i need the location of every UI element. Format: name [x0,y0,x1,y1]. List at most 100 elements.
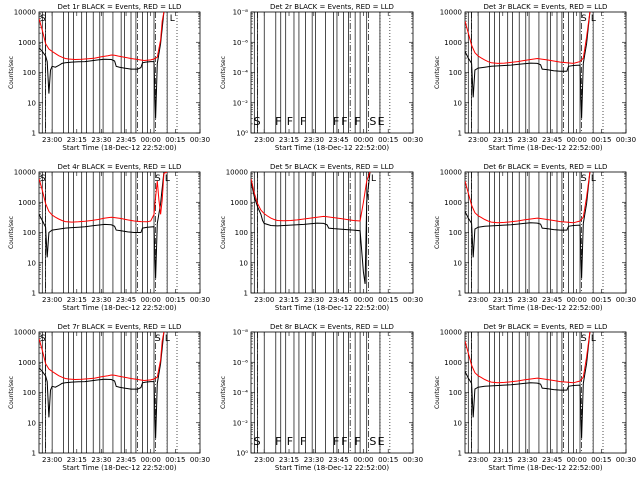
plot-frame [250,171,414,294]
y-tick-label: 1000 [444,199,462,207]
x-axis-label: Start Time (18-Dec-12 22:52:00) [275,304,389,312]
y-axis-label: Counts/sec [8,56,15,89]
x-tick-label: 00:00 [567,456,587,464]
x-tick-label: 00:30 [403,296,423,304]
y-tick-label: 10 [27,259,36,267]
series-line-lld [465,332,591,384]
x-axis-label: Start Time (18-Dec-12 22:52:00) [62,464,176,472]
plot-frame [464,11,627,134]
x-tick-label: 23:00 [254,136,274,144]
x-axis-label: Start Time (18-Dec-12 22:52:00) [275,464,389,472]
flag-letter: S [369,435,376,448]
x-axis-label: Start Time (18-Dec-12 22:52:00) [488,464,602,472]
panel-title: Det 1r BLACK = Events, RED = LLD [58,3,182,11]
plot-area [39,172,178,293]
x-tick-label: 00:00 [353,296,373,304]
flag-letter: L [165,334,170,344]
series-line-events [251,172,371,284]
flag-letter: F [287,115,293,128]
x-tick-label: 23:45 [116,296,136,304]
flag-letter: L [165,174,170,184]
y-axis-label: Counts/sec [8,216,15,249]
y-tick-label: 10000 [14,9,36,17]
panel-det-6r: Det 6r BLACK = Events, RED = LLD Counts/s… [434,163,636,312]
flag-letter: F [354,115,360,128]
y-tick-label: 10000 [440,329,462,337]
y-tick-label: 1 [32,290,36,298]
panel-det-4r: Det 4r BLACK = Events, RED = LLD Counts/s… [8,163,210,312]
x-tick-label: 23:15 [279,456,299,464]
flag-letter: L [591,174,596,184]
panel-title: Det 2r BLACK = Events, RED = LLD [270,3,394,11]
panel-det-7r: Det 7r BLACK = Events, RED = LLD Counts/s… [8,323,210,472]
y-tick-label: 1 [244,290,248,298]
y-axis-label: Counts/sec [434,376,441,409]
x-tick-label: 00:15 [378,456,398,464]
x-tick-label: 00:00 [567,136,587,144]
y-tick-label: 1 [32,130,36,138]
x-tick-label: 23:00 [254,456,274,464]
y-tick-label: 10⁻⁸ [233,329,249,337]
plot-frame [38,171,201,294]
y-tick-label: 10000 [226,169,248,177]
flag-letter: E [378,115,385,128]
flag-letter: F [275,435,281,448]
y-axis-label: Counts/sec [220,216,227,249]
y-axis-label: Counts/sec [8,376,15,409]
series-line-events [39,12,165,119]
x-tick-label: 23:00 [42,136,62,144]
x-tick-label: 00:15 [591,296,611,304]
y-tick-label: 10 [453,259,462,267]
x-tick-label: 23:30 [91,456,111,464]
y-tick-label: 10⁻² [233,419,249,427]
series-line-lld [465,12,591,64]
x-tick-label: 00:15 [591,456,611,464]
y-axis-label: Counts/sec [434,216,441,249]
series-line-events [39,332,165,439]
plot-area [251,172,391,293]
flag-letter: F [333,435,339,448]
x-tick-label: 23:15 [67,296,87,304]
x-tick-label: 23:15 [493,456,513,464]
x-tick-label: 00:15 [591,136,611,144]
flag-letter: L [591,14,596,24]
y-tick-label: 100 [23,389,36,397]
panel-det-8r: Det 8r BLACK = Events, RED = LLD Counts/s… [220,323,423,472]
x-tick-label: 00:00 [141,136,161,144]
y-tick-label: 100 [449,389,462,397]
x-tick-label: 23:45 [329,136,349,144]
panel-det-5r: Det 5r BLACK = Events, RED = LLD Counts/s… [220,163,423,312]
y-tick-label: 10000 [14,169,36,177]
panel-title: Det 6r BLACK = Events, RED = LLD [484,163,608,171]
x-tick-label: 23:30 [304,456,324,464]
plot-area [465,172,604,293]
x-tick-label: 23:15 [493,296,513,304]
plot-area [253,12,391,133]
series-line-lld [465,172,591,224]
flag-letter: F [354,435,360,448]
y-axis-label: Counts/sec [220,376,227,409]
y-tick-label: 1000 [444,359,462,367]
series-line-lld [251,172,371,222]
y-tick-label: 100 [449,229,462,237]
panel-det-9r: Det 9r BLACK = Events, RED = LLD Counts/s… [434,323,636,472]
x-tick-label: 23:45 [329,296,349,304]
y-tick-label: 10 [239,259,248,267]
plot-area [465,332,604,453]
flag-letter: S [155,174,161,184]
x-tick-label: 23:15 [67,136,87,144]
panel-title: Det 8r BLACK = Events, RED = LLD [270,323,394,331]
flag-letter: S [155,334,161,344]
panel-title: Det 4r BLACK = Events, RED = LLD [58,163,182,171]
flag-letter: S [40,174,46,184]
x-tick-label: 23:45 [542,136,562,144]
x-tick-label: 00:30 [403,136,423,144]
panel-det-3r: Det 3r BLACK = Events, RED = LLD Counts/s… [434,3,636,152]
x-tick-label: 00:15 [165,136,185,144]
x-tick-label: 00:00 [567,296,587,304]
y-tick-label: 100 [449,69,462,77]
series-line-lld [39,12,165,62]
flag-letter: F [333,115,339,128]
y-tick-label: 100 [235,229,248,237]
panel-det-2r: Det 2r BLACK = Events, RED = LLD Counts/s… [220,3,423,152]
